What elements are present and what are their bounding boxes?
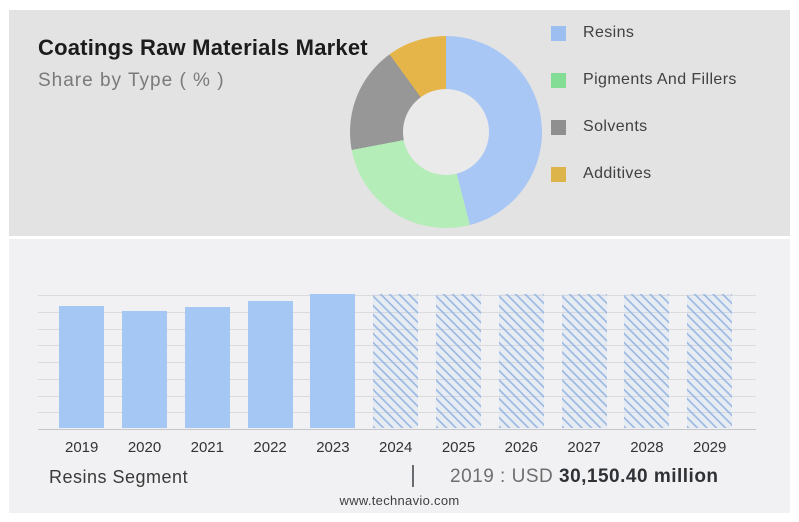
legend-item: Resins	[551, 24, 737, 41]
page-title: Coatings Raw Materials Market	[38, 35, 368, 60]
bar-2020	[122, 311, 167, 428]
forecast-bar-2027	[561, 294, 607, 428]
forecast-bar-2028	[624, 294, 670, 428]
bar-chart	[38, 294, 756, 430]
segment-label: Resins Segment	[49, 467, 189, 487]
x-tick-label: 2025	[441, 439, 476, 456]
x-tick-label: 2022	[253, 439, 287, 456]
value-annotation: 2019 : USD 30,150.40 million	[450, 466, 719, 488]
forecast-bar-2029	[687, 294, 733, 428]
x-tick-label: 2026	[504, 439, 538, 456]
legend-label: Solvents	[583, 118, 648, 135]
forecast-bar-2026	[498, 294, 544, 428]
page-subtitle: Share by Type ( % )	[38, 70, 225, 91]
legend-label: Resins	[583, 24, 635, 41]
legend-label: Pigments And Fillers	[583, 71, 737, 88]
legend-swatch-solvents	[551, 119, 566, 135]
legend-item: Additives	[551, 165, 737, 182]
forecast-bar-2025	[436, 294, 481, 428]
x-tick-label: 2024	[379, 439, 413, 456]
x-tick-label: 2029	[693, 439, 727, 456]
value-prefix: 2019 : USD	[450, 466, 554, 487]
donut-chart	[350, 36, 542, 228]
bar-2022	[247, 300, 293, 428]
website-url: www.technavio.com	[339, 493, 460, 508]
x-tick-label: 2020	[127, 439, 162, 456]
bar-2019	[59, 306, 105, 428]
x-tick-label: 2021	[190, 439, 224, 456]
legend-label: Additives	[583, 165, 652, 182]
legend-swatch-resins	[551, 25, 566, 41]
footer-divider: |	[410, 461, 416, 487]
bar-panel: 2019 2020 2021 2022 2023 2024 2025 2026 2027 2028…	[9, 239, 790, 513]
legend-item: Solvents	[551, 118, 737, 135]
x-tick-label: 2027	[567, 439, 601, 456]
bar-2021	[184, 307, 230, 428]
donut-hole	[403, 89, 489, 175]
x-tick-label: 2023	[316, 439, 350, 456]
top-panel: Coatings Raw Materials Market Share by T…	[9, 10, 790, 236]
x-tick-label: 2019	[65, 439, 99, 456]
legend-item: Pigments And Fillers	[551, 71, 737, 88]
legend: Resins Pigments And Fillers Solvents Additi…	[551, 24, 737, 213]
legend-swatch-pigments-and-fillers	[551, 72, 566, 88]
bar-2023	[310, 294, 356, 428]
legend-swatch-additives	[551, 166, 566, 182]
x-axis-line	[38, 429, 756, 430]
value-amount: 30,150.40 million	[559, 466, 719, 487]
forecast-bar-2024	[373, 294, 419, 428]
x-tick-label: 2028	[630, 439, 664, 456]
